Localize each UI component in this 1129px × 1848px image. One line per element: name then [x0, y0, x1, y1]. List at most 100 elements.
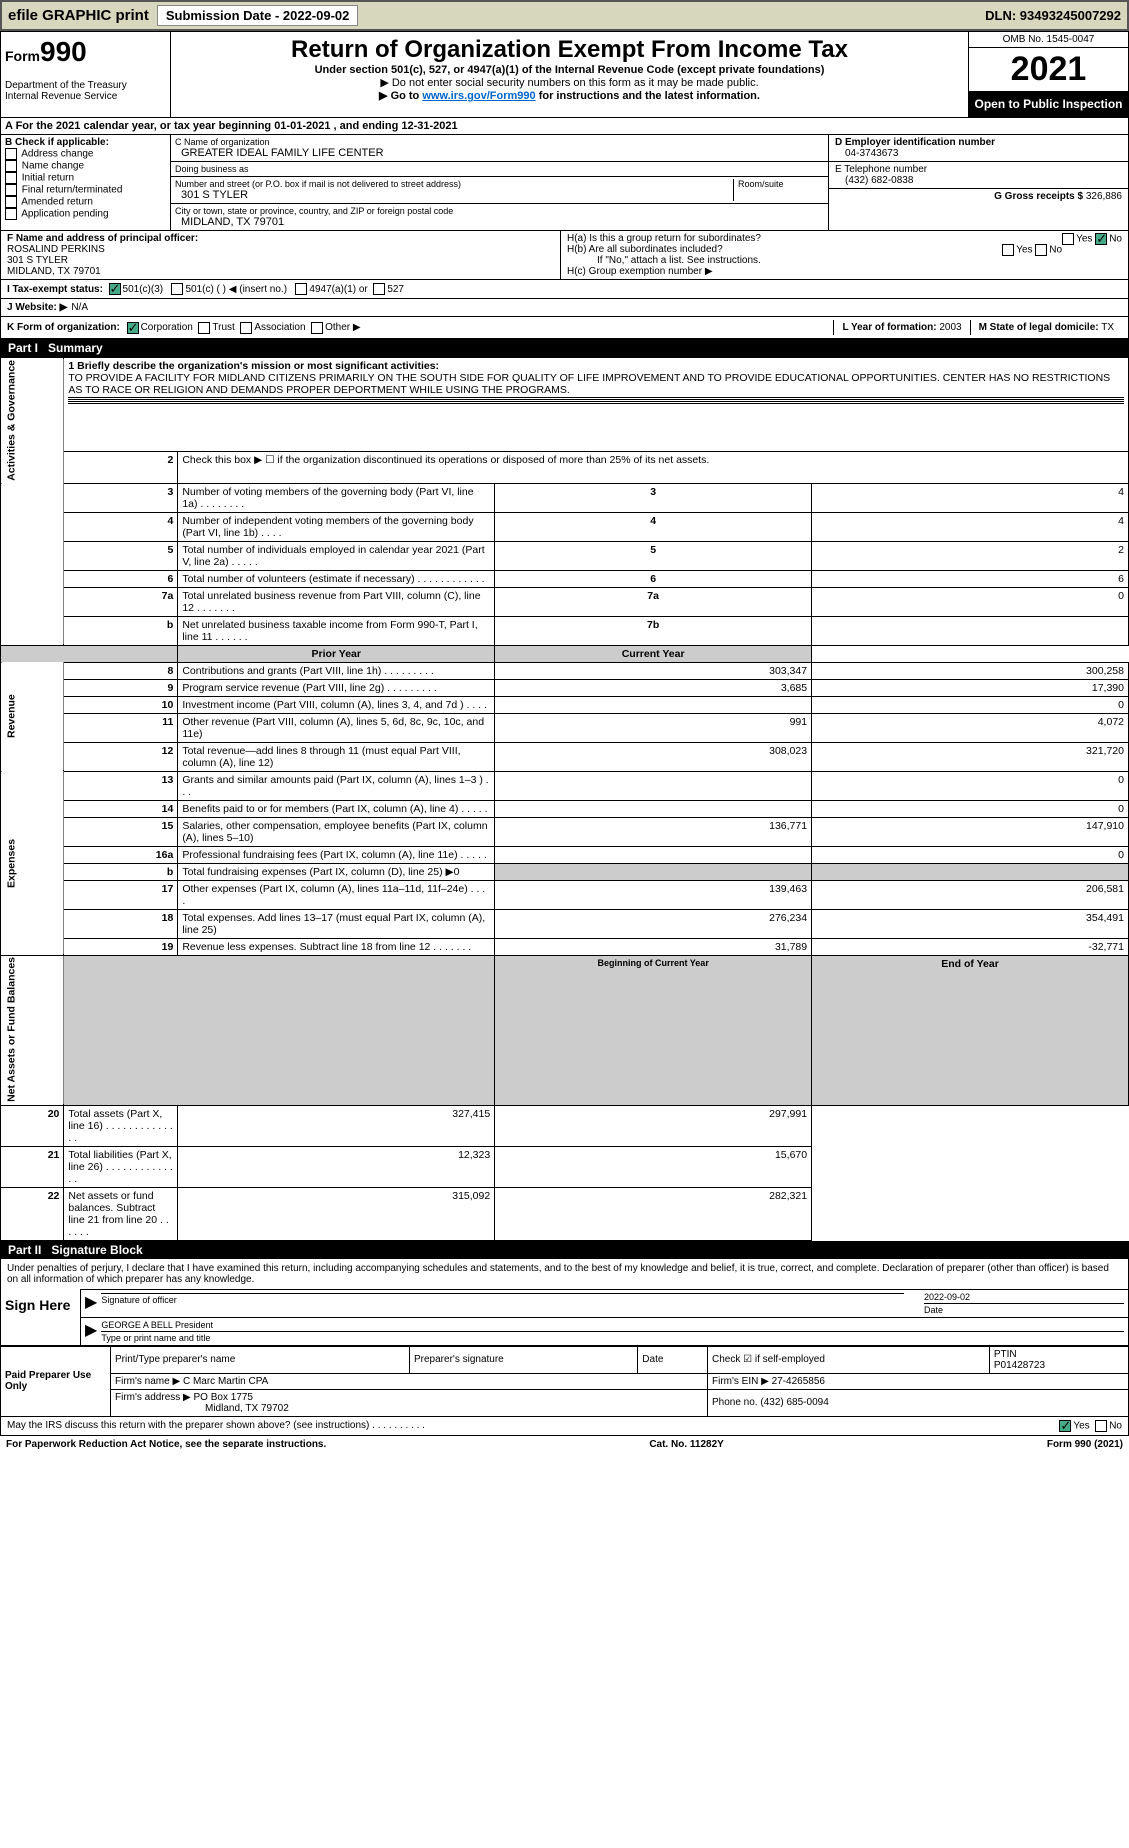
ha-label: H(a) Is this a group return for subordin…	[567, 233, 761, 244]
dba-label: Doing business as	[175, 164, 824, 174]
table-row: 5Total number of individuals employed in…	[1, 541, 1129, 570]
org-name: GREATER IDEAL FAMILY LIFE CENTER	[175, 147, 824, 159]
hc-label: H(c) Group exemption number ▶	[567, 266, 1122, 277]
table-row: 14Benefits paid to or for members (Part …	[1, 800, 1129, 817]
irs-link[interactable]: www.irs.gov/Form990	[422, 90, 535, 102]
table-row: 18Total expenses. Add lines 13–17 (must …	[1, 909, 1129, 938]
table-row: 4Number of independent voting members of…	[1, 512, 1129, 541]
org-name-label: C Name of organization	[175, 137, 824, 147]
ha-yes-checkbox[interactable]	[1062, 233, 1074, 245]
corp-checkbox[interactable]	[127, 322, 139, 334]
q1-label: 1 Briefly describe the organization's mi…	[68, 360, 439, 372]
dept-treasury: Department of the Treasury Internal Reve…	[5, 80, 166, 102]
room-label: Room/suite	[734, 179, 824, 201]
addr: 301 S TYLER	[175, 189, 733, 201]
table-row: 12Total revenue—add lines 8 through 11 (…	[1, 742, 1129, 771]
year-formation-label: L Year of formation:	[842, 322, 936, 333]
hdr-end: End of Year	[941, 958, 999, 970]
assoc-checkbox[interactable]	[240, 322, 252, 334]
table-row: bNet unrelated business taxable income f…	[1, 616, 1129, 645]
vlabel-net: Net Assets or Fund Balances	[1, 955, 64, 1105]
hdr-current: Current Year	[622, 648, 685, 660]
501c3-checkbox[interactable]	[109, 283, 121, 295]
hb-yes-checkbox[interactable]	[1002, 244, 1014, 256]
q1-answer: TO PROVIDE A FACILITY FOR MIDLAND CITIZE…	[68, 372, 1110, 396]
paid-preparer-label: Paid Preparer Use Only	[1, 1346, 111, 1416]
sec-b-option: Application pending	[5, 208, 166, 220]
prep-sig-label: Preparer's signature	[410, 1346, 638, 1373]
form-label: Form	[5, 48, 40, 64]
table-row: 17Other expenses (Part IX, column (A), l…	[1, 880, 1129, 909]
table-row: 20Total assets (Part X, line 16) . . . .…	[1, 1105, 1129, 1146]
table-row: Expenses13Grants and similar amounts pai…	[1, 771, 1129, 800]
domicile: TX	[1101, 322, 1114, 333]
table-row: bTotal fundraising expenses (Part IX, co…	[1, 863, 1129, 880]
discuss-no-checkbox[interactable]	[1095, 1420, 1107, 1432]
trust-checkbox[interactable]	[198, 322, 210, 334]
pra-notice: For Paperwork Reduction Act Notice, see …	[6, 1439, 326, 1450]
city-label: City or town, state or province, country…	[175, 206, 824, 216]
officer-addr2: MIDLAND, TX 79701	[7, 266, 101, 277]
officer-label: F Name and address of principal officer:	[7, 233, 198, 244]
discuss-yes-checkbox[interactable]	[1059, 1420, 1071, 1432]
hdr-prior: Prior Year	[312, 648, 361, 660]
hdr-beginning: Beginning of Current Year	[597, 958, 708, 968]
section-bcdefg: B Check if applicable: Address change Na…	[0, 135, 1129, 231]
efile-topbar: efile GRAPHIC print Submission Date - 20…	[0, 0, 1129, 31]
vlabel-revenue: Revenue	[1, 662, 64, 771]
website: N/A	[71, 302, 88, 313]
sec-b-title: B Check if applicable:	[5, 137, 109, 148]
ha-no-checkbox[interactable]	[1095, 233, 1107, 245]
cat-no: Cat. No. 11282Y	[649, 1439, 723, 1450]
submission-date: Submission Date - 2022-09-02	[157, 5, 359, 26]
phone-label: E Telephone number	[835, 164, 927, 175]
4947-checkbox[interactable]	[295, 283, 307, 295]
officer-name: ROSALIND PERKINS	[7, 244, 105, 255]
ein-label: D Employer identification number	[835, 137, 995, 148]
table-row: 21Total liabilities (Part X, line 26) . …	[1, 1146, 1129, 1187]
row-a-calendar: A For the 2021 calendar year, or tax yea…	[0, 118, 1129, 135]
firm-addr1: PO Box 1775	[194, 1392, 253, 1403]
ssn-note: ▶ Do not enter social security numbers o…	[179, 76, 960, 89]
sig-name-label: Type or print name and title	[101, 1333, 210, 1343]
table-row: 11Other revenue (Part VIII, column (A), …	[1, 713, 1129, 742]
discuss-row: May the IRS discuss this return with the…	[0, 1417, 1129, 1436]
hb-label: H(b) Are all subordinates included?	[567, 244, 723, 255]
addr-label: Number and street (or P.O. box if mail i…	[175, 179, 733, 189]
gross-label: G Gross receipts $	[994, 191, 1083, 202]
firm-name: C Marc Martin CPA	[183, 1376, 268, 1387]
ptin-label: PTIN	[994, 1349, 1017, 1360]
ein: 04-3743673	[835, 148, 898, 159]
sig-officer-label: Signature of officer	[101, 1295, 176, 1305]
sec-b-option: Address change	[5, 148, 166, 160]
table-row: 7aTotal unrelated business revenue from …	[1, 587, 1129, 616]
q2: Check this box ▶ ☐ if the organization d…	[178, 451, 1129, 483]
open-to-public: Open to Public Inspection	[969, 91, 1128, 117]
paid-preparer-table: Paid Preparer Use Only Print/Type prepar…	[0, 1346, 1129, 1417]
ptin: P01428723	[994, 1360, 1045, 1371]
sec-b-option: Name change	[5, 160, 166, 172]
part2-header: Part II Signature Block	[0, 1241, 1129, 1259]
efile-label: efile GRAPHIC print	[8, 7, 149, 24]
signature-block: Under penalties of perjury, I declare th…	[0, 1259, 1129, 1346]
table-row: 10Investment income (Part VIII, column (…	[1, 696, 1129, 713]
goto-link-row: ▶ Go to www.irs.gov/Form990 for instruct…	[179, 89, 960, 102]
sig-date-label: Date	[924, 1305, 943, 1315]
other-checkbox[interactable]	[311, 322, 323, 334]
sign-here: Sign Here	[1, 1289, 81, 1345]
501c-checkbox[interactable]	[171, 283, 183, 295]
tax-year: 2021	[969, 48, 1128, 91]
sec-b-option: Initial return	[5, 172, 166, 184]
form-header: Form990 Department of the Treasury Inter…	[0, 31, 1129, 118]
return-title: Return of Organization Exempt From Incom…	[179, 36, 960, 64]
hb-note: If "No," attach a list. See instructions…	[567, 255, 1122, 266]
sec-b-option: Final return/terminated	[5, 184, 166, 196]
hb-no-checkbox[interactable]	[1035, 244, 1047, 256]
vlabel-governance: Activities & Governance	[1, 358, 64, 484]
vlabel-expenses: Expenses	[1, 771, 64, 955]
527-checkbox[interactable]	[373, 283, 385, 295]
firm-addr-label: Firm's address ▶	[115, 1392, 191, 1403]
footer: For Paperwork Reduction Act Notice, see …	[0, 1436, 1129, 1453]
gross-receipts: 326,886	[1086, 191, 1122, 202]
sig-date: 2022-09-02	[924, 1292, 970, 1302]
